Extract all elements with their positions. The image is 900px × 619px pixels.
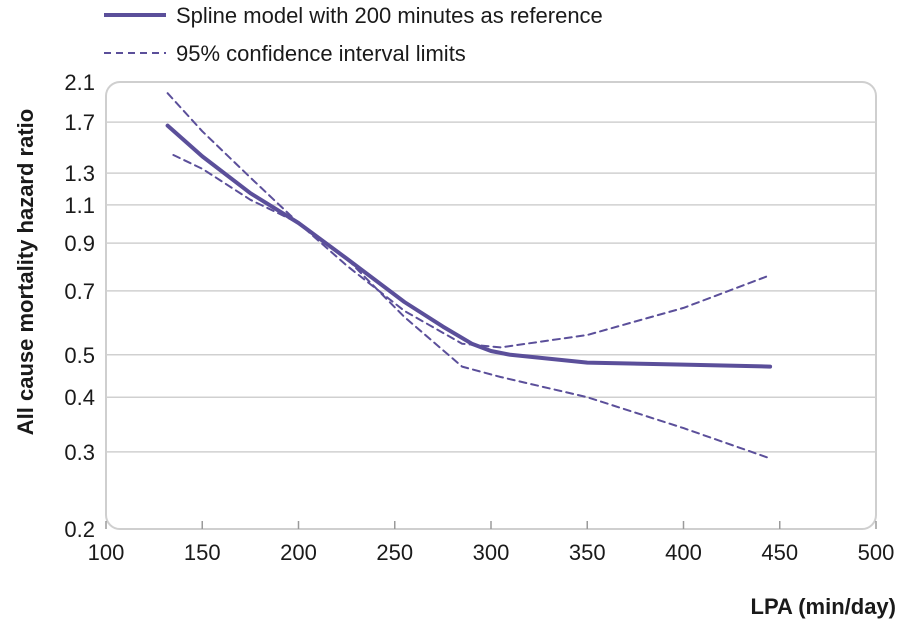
y-tick-labels: 0.2 0.3 0.4 0.5 0.7 0.9 1.1 1.3 1.7 2.1: [64, 70, 95, 542]
y-axis-title: All cause mortality hazard ratio: [13, 109, 38, 435]
y-tick-label: 0.7: [64, 279, 95, 304]
x-tick-label: 250: [376, 540, 413, 565]
spline-model-line: [165, 123, 773, 369]
x-tick-labels: 100 150 200 250 300 350 400 450 500: [88, 521, 895, 565]
y-tick-label: 0.9: [64, 231, 95, 256]
x-tick-label: 300: [473, 540, 510, 565]
grid-lines: [106, 121, 876, 453]
y-tick-label: 0.4: [64, 385, 95, 410]
x-tick-label: 400: [665, 540, 702, 565]
ci-upper-line: [166, 92, 772, 349]
legend-label-ci: 95% confidence interval limits: [176, 41, 466, 66]
legend-label-spline: Spline model with 200 minutes as referen…: [176, 3, 603, 28]
y-tick-label: 2.1: [64, 70, 95, 95]
x-tick-label: 200: [280, 540, 317, 565]
legend: Spline model with 200 minutes as referen…: [104, 3, 603, 66]
y-tick-label: 0.2: [64, 517, 95, 542]
y-tick-label: 0.3: [64, 440, 95, 465]
x-tick-label: 500: [858, 540, 895, 565]
x-tick-label: 450: [761, 540, 798, 565]
y-tick-label: 1.3: [64, 161, 95, 186]
ci-lower-line: [172, 154, 772, 460]
y-tick-label: 1.7: [64, 110, 95, 135]
series-lines: [165, 92, 773, 460]
y-tick-label: 1.1: [64, 193, 95, 218]
x-tick-label: 100: [88, 540, 125, 565]
x-tick-label: 350: [569, 540, 606, 565]
y-tick-label: 0.5: [64, 343, 95, 368]
x-axis-title: LPA (min/day): [751, 594, 896, 619]
x-tick-label: 150: [184, 540, 221, 565]
